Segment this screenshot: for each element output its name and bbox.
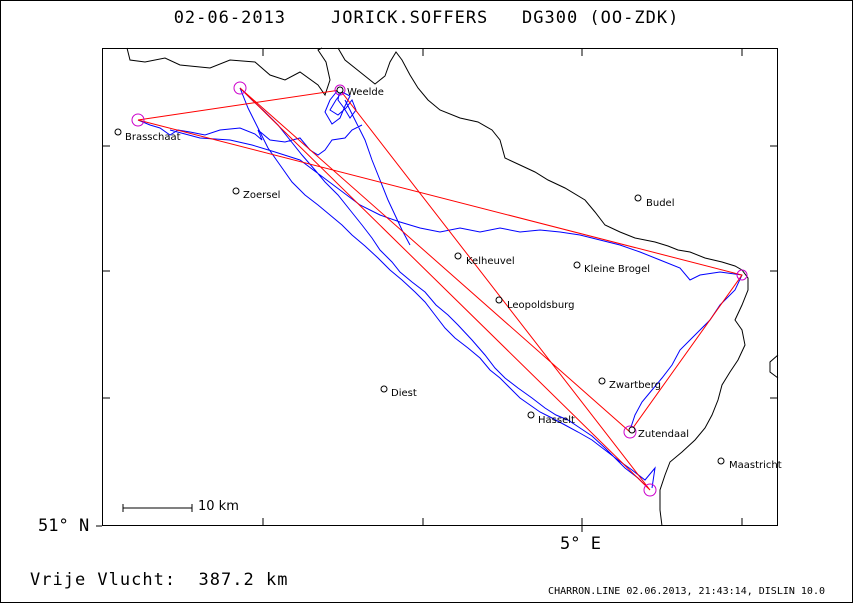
pilot-name: JORICK.SOFFERS [331,8,489,28]
distance-label: Vrije Vlucht: [30,570,177,590]
turnpoint-zutendaal [623,425,637,439]
label-weelde: Weelde [347,87,384,98]
turnpoints [131,81,748,497]
place-marker-hasselt [527,411,535,419]
label-zwartberg: Zwartberg [609,380,661,391]
label-diest: Diest [391,388,417,399]
label-kleine-brogel: Kleine Brogel [584,264,650,275]
place-marker-zwartberg [598,377,606,385]
longitude-label: 5° E [560,534,601,554]
credit-line: CHARRON.LINE 02.06.2013, 21:43:14, DISLI… [548,586,825,597]
frame-ticks [96,48,778,532]
place-marker-maastricht [717,457,725,465]
place-marker-brasschaat [114,128,122,136]
flight-track [137,87,743,489]
flight-date: 02-06-2013 [173,8,287,28]
place-marker-zutendaal [628,426,636,434]
place-marker-budel [634,194,642,202]
label-zoersel: Zoersel [243,190,280,201]
place-marker-diest [380,385,388,393]
flight-title: 02-06-2013 JORICK.SOFFERS DG300 (OO-ZDK) [0,8,853,28]
label-maastricht: Maastricht [729,460,782,471]
label-leopoldsburg: Leopoldsburg [507,300,574,311]
distance-value: 387.2 km [198,570,289,590]
place-labels: Weelde Brasschaat Zoersel Budel Kelheuve… [125,87,782,471]
scale-bar-label: 10 km [198,499,239,514]
label-kelheuvel: Kelheuvel [466,256,515,267]
turnpoint-east [736,269,748,281]
map-frame [102,48,778,526]
place-marker-kelheuvel [454,252,462,260]
country-border [126,47,779,527]
turnpoint-south [643,483,657,497]
place-marker-leopoldsburg [495,296,503,304]
place-marker-weelde [336,86,344,94]
place-marker-kleine-brogel [573,261,581,269]
place-markers [114,86,725,465]
turnpoint-start [233,81,247,95]
aircraft-id: DG300 (OO-ZDK) [522,8,680,28]
scale-bar [122,504,193,512]
turnpoint-weelde [334,84,346,96]
turnpoint-brasschaat [131,113,145,127]
place-marker-zoersel [232,187,240,195]
distance-readout: Vrije Vlucht: 387.2 km [30,570,288,590]
label-zutendaal: Zutendaal [638,429,689,440]
label-brasschaat: Brasschaat [125,132,181,143]
latitude-label: 51° N [38,516,90,536]
label-budel: Budel [646,198,674,209]
label-hasselt: Hasselt [538,415,575,426]
